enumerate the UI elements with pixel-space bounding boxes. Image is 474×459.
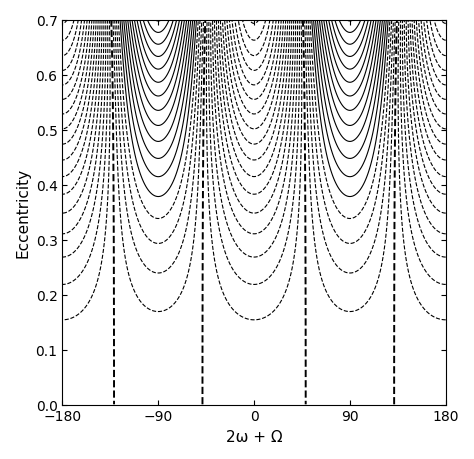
- Y-axis label: Eccentricity: Eccentricity: [15, 168, 30, 257]
- X-axis label: 2ω + Ω: 2ω + Ω: [226, 429, 283, 444]
